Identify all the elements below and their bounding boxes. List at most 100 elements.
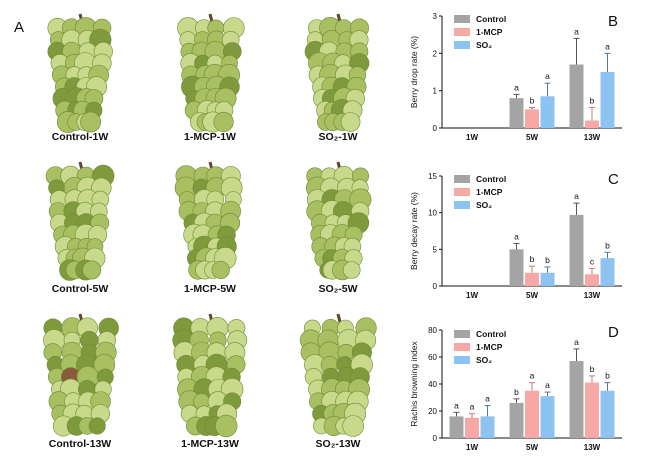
- legend-label: 1-MCP: [476, 187, 503, 197]
- bar-so2: [540, 396, 555, 438]
- grape-photo-panel: A Control-1W 1-MCP-1W SO₂-1W Control-5W 1-MC…: [14, 13, 377, 450]
- significance-letter: b: [605, 240, 610, 250]
- legend-swatch: [454, 343, 470, 351]
- x-tick-label: 13W: [584, 133, 601, 142]
- grape-berry: [211, 260, 230, 280]
- bar-1-mcp: [525, 109, 539, 128]
- bar-1-mcp: [585, 274, 599, 286]
- grape-cluster-photo: [174, 161, 243, 280]
- y-tick-label: 0: [433, 124, 438, 133]
- significance-letter: a: [545, 71, 550, 81]
- bar-so2: [600, 390, 615, 438]
- grape-berry: [342, 415, 365, 437]
- bar-control: [509, 402, 524, 438]
- significance-letter: a: [530, 371, 535, 381]
- bar-control: [569, 214, 584, 286]
- significance-letter: a: [454, 400, 459, 410]
- photo-caption: SO₂-13W: [316, 438, 361, 450]
- y-tick-label: 5: [433, 245, 438, 254]
- panel-letter: C: [608, 171, 619, 188]
- significance-letter: a: [514, 82, 519, 92]
- grape-cluster-photo: [45, 161, 115, 281]
- grape-berry: [88, 417, 106, 435]
- grape-cluster-photo: [42, 313, 119, 437]
- grape-berry: [340, 112, 361, 132]
- x-tick-label: 5W: [526, 133, 538, 142]
- bar-so2: [600, 258, 615, 286]
- grape-cluster-photo: [304, 13, 370, 132]
- panel-letter: D: [608, 324, 619, 341]
- grape-berry: [80, 111, 102, 133]
- photo-caption: 1-MCP-1W: [184, 131, 236, 143]
- legend-swatch: [454, 201, 470, 209]
- x-tick-label: 1W: [466, 291, 478, 300]
- y-tick-label: 1: [433, 87, 438, 96]
- legend-label: SO₂: [476, 200, 492, 210]
- photo-caption: 1-MCP-5W: [184, 283, 236, 295]
- y-tick-label: 60: [428, 353, 437, 362]
- x-tick-label: 5W: [526, 291, 538, 300]
- bar-control: [509, 98, 524, 128]
- legend-swatch: [454, 41, 470, 49]
- legend-label: Control: [476, 14, 506, 24]
- significance-letter: b: [530, 95, 535, 105]
- y-axis-title: Rachis browning index: [409, 340, 419, 426]
- legend-label: Control: [476, 329, 506, 339]
- x-tick-label: 5W: [526, 443, 538, 452]
- significance-letter: a: [485, 394, 490, 404]
- grape-berry: [215, 414, 238, 438]
- y-tick-label: 80: [428, 326, 437, 335]
- significance-letter: b: [590, 95, 595, 105]
- photo-caption: SO₂-1W: [318, 131, 357, 143]
- bar-1-mcp: [525, 272, 539, 286]
- panel-letter: B: [608, 13, 618, 30]
- legend-label: 1-MCP: [476, 27, 503, 37]
- bar-1-mcp: [525, 390, 539, 438]
- significance-letter: a: [514, 231, 519, 241]
- significance-letter: b: [514, 387, 519, 397]
- bar-so2: [540, 96, 555, 128]
- panel-a-label: A: [14, 19, 24, 36]
- legend-swatch: [454, 330, 470, 338]
- photo-caption: Control-5W: [52, 283, 109, 295]
- y-tick-label: 20: [428, 407, 437, 416]
- legend-label: 1-MCP: [476, 342, 503, 352]
- significance-letter: a: [470, 402, 475, 412]
- grape-cluster-photo: [299, 313, 377, 437]
- photo-caption: Control-13W: [49, 438, 112, 450]
- bar-1-mcp: [585, 382, 599, 438]
- bar-control: [509, 249, 524, 286]
- grape-cluster-photo: [47, 13, 113, 133]
- x-tick-label: 1W: [466, 133, 478, 142]
- legend-swatch: [454, 175, 470, 183]
- significance-letter: c: [590, 256, 595, 266]
- significance-letter: b: [605, 371, 610, 381]
- y-tick-label: 2: [433, 49, 438, 58]
- grape-berry: [82, 260, 102, 280]
- bar-so2: [540, 272, 555, 286]
- legend-swatch: [454, 15, 470, 23]
- berry-drop-rate-chart: 0 1 2 3 Berry drop rate (%) B 1W 5W a b a 13W a b a Con…: [409, 12, 622, 142]
- x-tick-label: 13W: [584, 443, 601, 452]
- bar-control: [569, 361, 584, 438]
- legend-swatch: [454, 28, 470, 36]
- legend-swatch: [454, 188, 470, 196]
- significance-letter: b: [545, 255, 550, 265]
- y-tick-label: 10: [428, 209, 437, 218]
- y-tick-label: 0: [433, 282, 438, 291]
- bar-control: [449, 416, 464, 438]
- significance-letter: b: [590, 364, 595, 374]
- legend-label: SO₂: [476, 40, 492, 50]
- grape-cluster-photo: [172, 313, 248, 438]
- grape-cluster-photo: [177, 13, 245, 133]
- bar-1-mcp: [585, 120, 599, 128]
- significance-letter: b: [530, 254, 535, 264]
- x-tick-label: 13W: [584, 291, 601, 300]
- grape-berry: [342, 261, 361, 279]
- photo-caption: Control-1W: [52, 131, 109, 143]
- significance-letter: a: [574, 337, 579, 347]
- y-tick-label: 3: [433, 12, 438, 21]
- grape-berry: [213, 111, 234, 133]
